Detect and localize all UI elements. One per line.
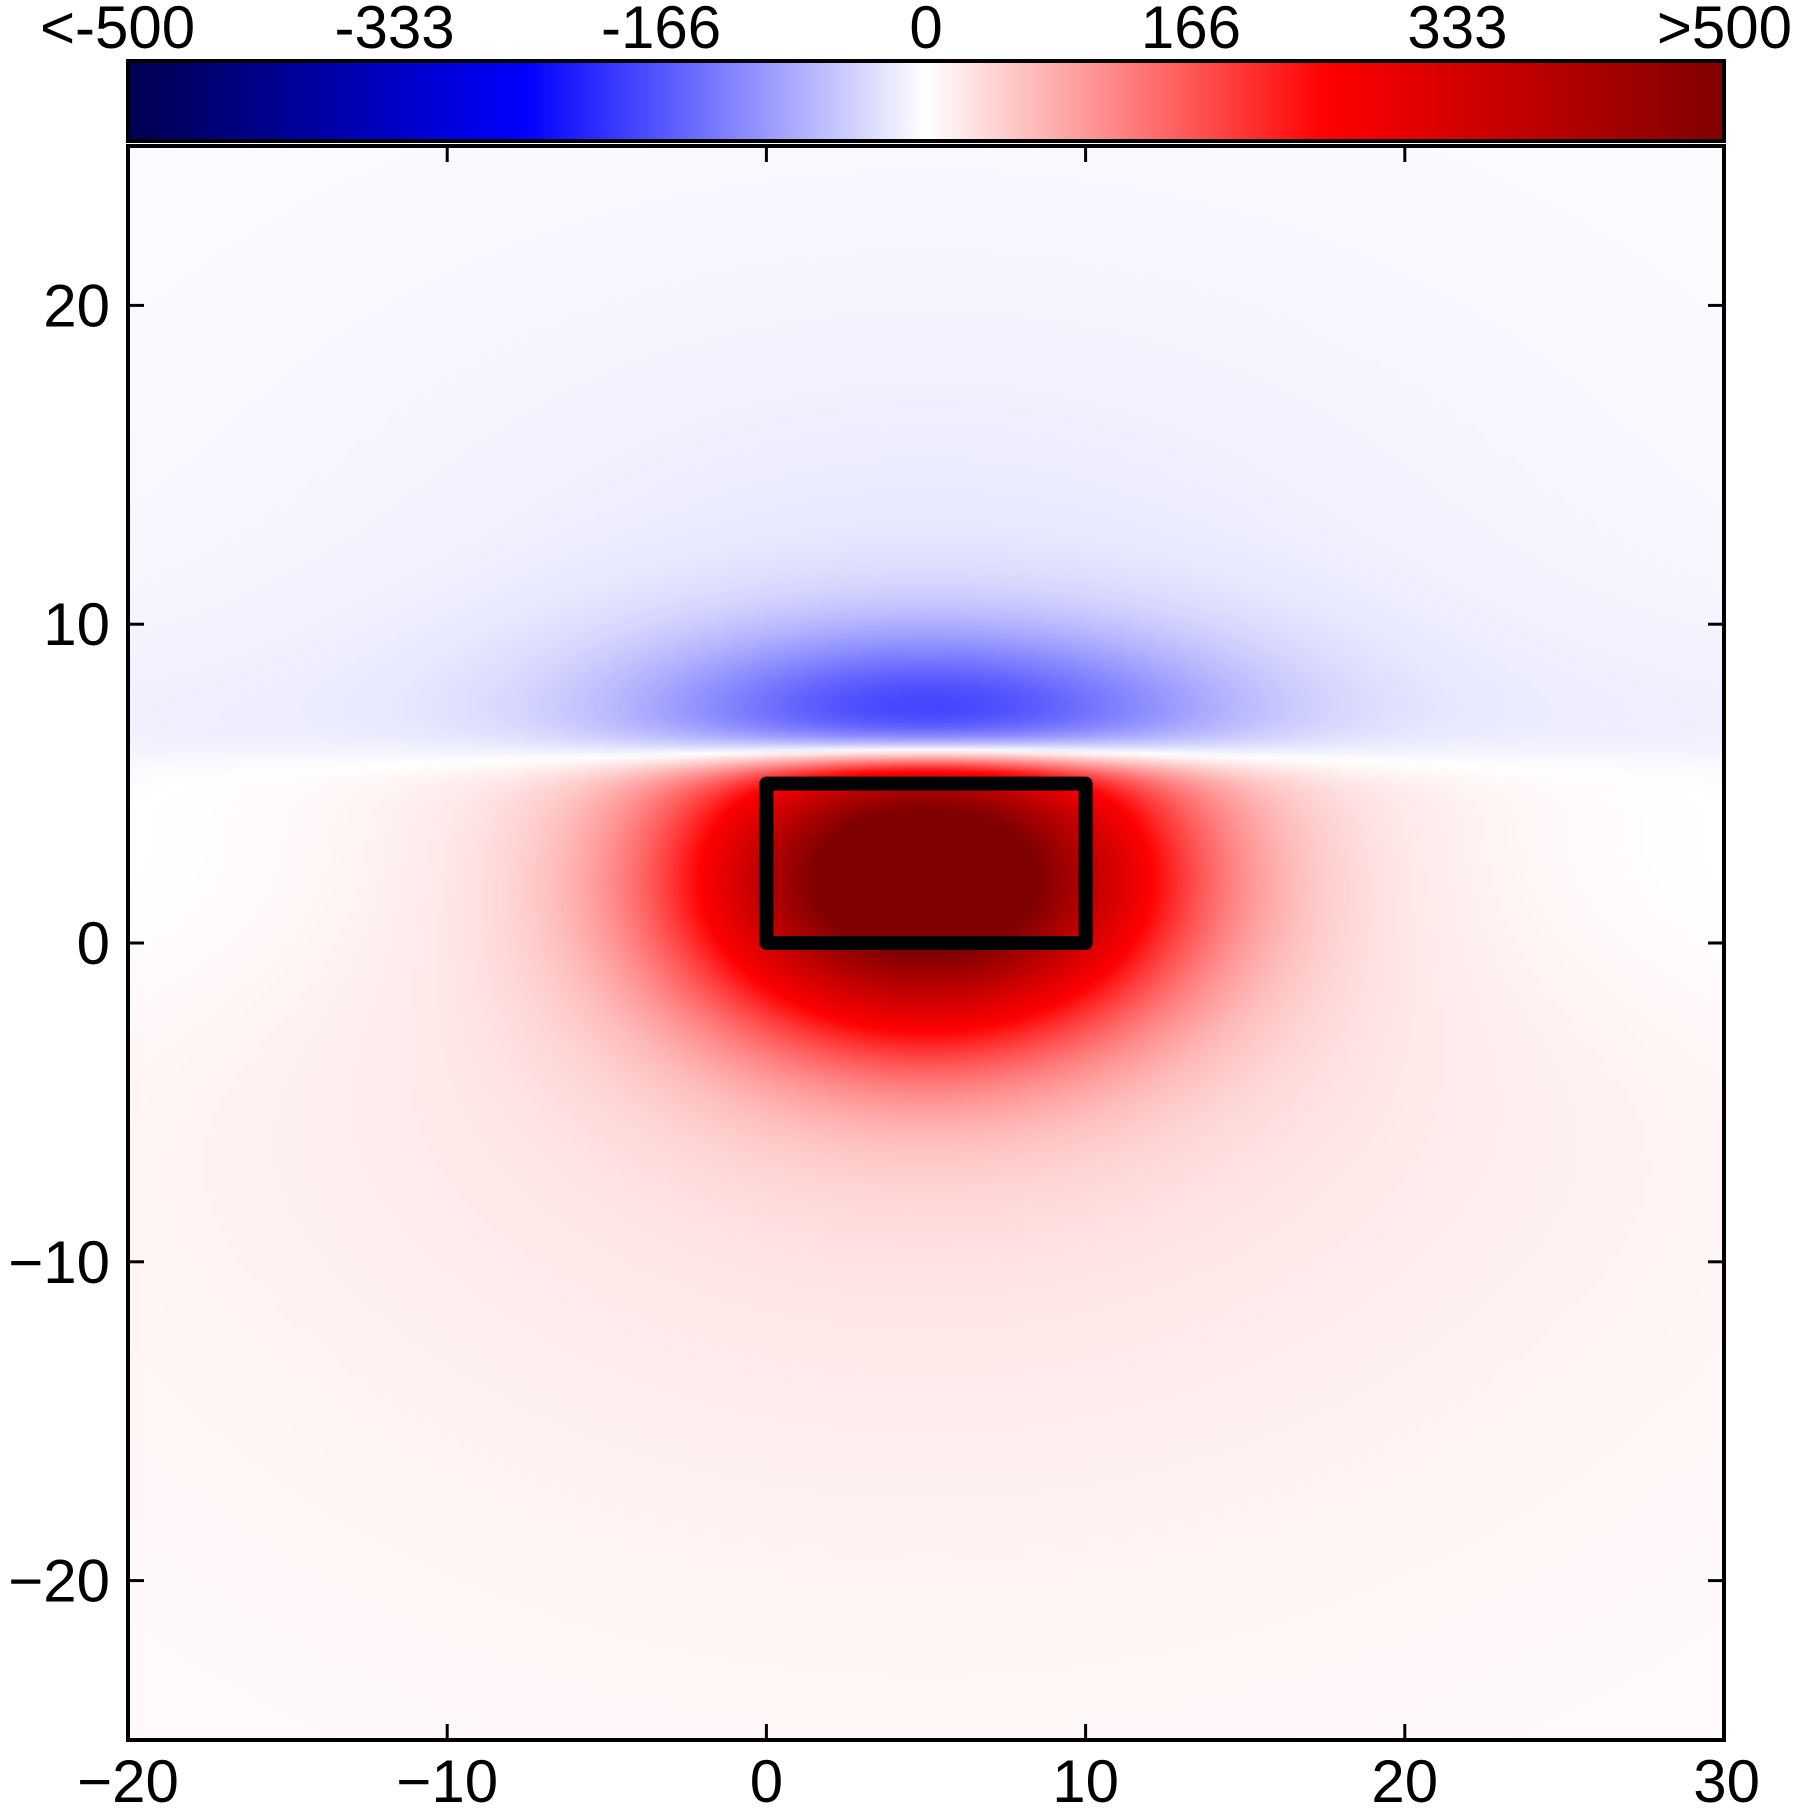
colorbar-tick-label: 333: [1407, 0, 1507, 61]
colorbar-tick-label: -166: [601, 0, 721, 61]
colorbar-tick-label: <-500: [40, 0, 195, 61]
x-tick-label: 30: [1693, 1748, 1760, 1809]
x-tick-label: −10: [396, 1748, 498, 1809]
y-tick-label: 20: [43, 272, 110, 339]
x-tick-label: 0: [750, 1748, 783, 1809]
y-tick-label: −10: [8, 1229, 110, 1296]
y-axis: −20 −10 0 10 20: [8, 272, 1724, 1615]
y-tick-label: 0: [77, 910, 110, 977]
colorbar-tick-label: 166: [1141, 0, 1241, 61]
x-tick-label: 20: [1371, 1748, 1438, 1809]
y-tick-label: 10: [43, 591, 110, 658]
x-axis: −20 −10 0 10 20 30: [77, 146, 1760, 1814]
x-tick-label: −20: [77, 1748, 179, 1809]
x-tick-label: 10: [1052, 1748, 1119, 1809]
annotation-rectangle: [759, 776, 1093, 950]
colorbar-tick-labels: <-500 -333 -166 0 166 333 >500: [40, 0, 1792, 61]
colorbar: <-500 -333 -166 0 166 333 >500: [40, 0, 1792, 143]
colorbar-gradient: [126, 59, 1726, 143]
colorbar-tick-label: 0: [909, 0, 942, 61]
colorbar-tick-label: -333: [334, 0, 454, 61]
colorbar-tick-label: >500: [1657, 0, 1792, 61]
y-tick-label: −20: [8, 1548, 110, 1615]
